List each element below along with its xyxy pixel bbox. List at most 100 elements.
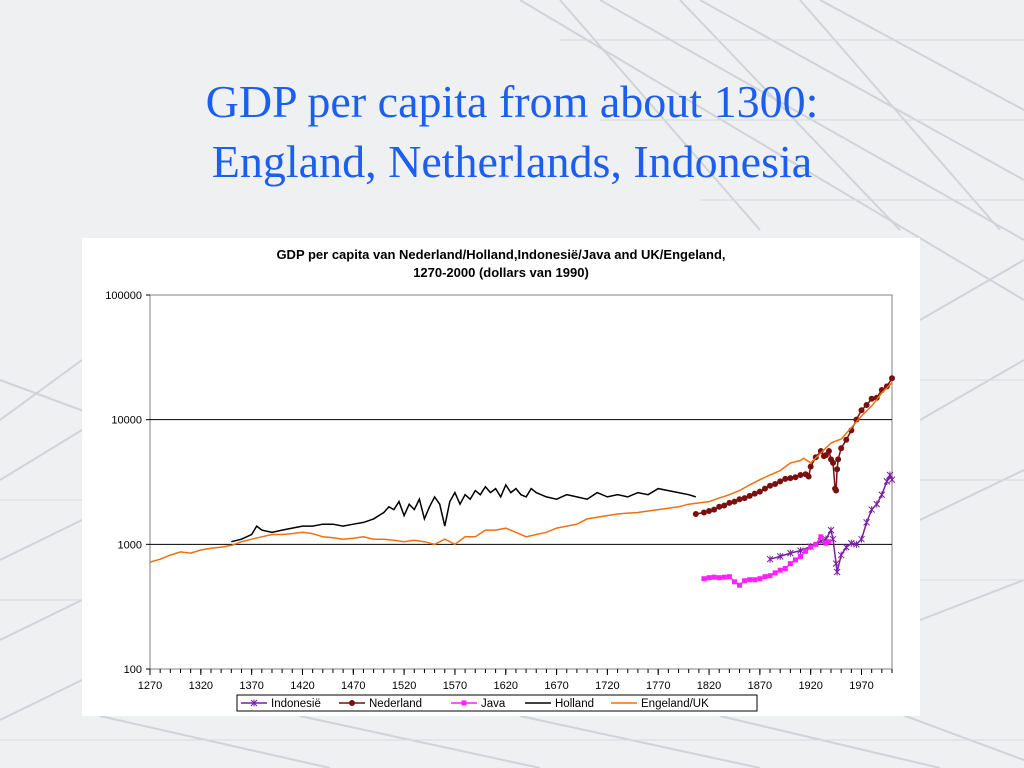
data-point-nederland	[797, 471, 804, 478]
legend-marker-nederland	[349, 700, 355, 706]
data-point-java	[777, 567, 783, 573]
slide-title-line-1: GDP per capita from about 1300:	[205, 76, 819, 127]
data-point-java	[747, 577, 753, 583]
series-holland	[231, 483, 697, 543]
slide-title-line-2: England, Netherlands, Indonesia	[211, 136, 813, 187]
data-point-indonesie	[883, 477, 891, 485]
legend: Indonesië Nederland Java Holland Engeland/UK	[236, 694, 758, 712]
data-point-nederland	[805, 473, 812, 480]
x-tick-label: 1570	[443, 680, 467, 692]
data-point-nederland	[772, 480, 779, 487]
chart-panel: GDP per capita van Nederland/Holland,Ind…	[82, 238, 920, 716]
data-point-nederland	[751, 490, 758, 497]
y-tick-label: 100000	[105, 290, 142, 302]
data-point-java	[716, 575, 722, 581]
data-point-java	[792, 557, 798, 563]
legend-box	[236, 694, 758, 712]
legend-label-java: Java	[481, 698, 506, 710]
data-point-java	[818, 534, 824, 540]
data-point-indonesie	[837, 551, 845, 559]
data-point-nederland	[787, 475, 794, 482]
x-tick-label: 1720	[595, 680, 619, 692]
data-point-nederland	[830, 459, 837, 466]
gdp-line-chart: 100 1000 10000 100000 1270 1320 1370 1420 1470 15…	[105, 290, 896, 712]
data-point-indonesie	[842, 543, 850, 551]
data-point-indonesie	[847, 539, 855, 547]
data-point-nederland	[868, 395, 875, 402]
data-point-nederland	[716, 503, 723, 510]
y-tick-label: 100	[124, 664, 142, 676]
data-point-java	[787, 561, 793, 567]
data-point-nederland	[807, 463, 814, 470]
data-point-indonesie	[797, 547, 804, 555]
legend-item-holland: Holland	[525, 698, 594, 710]
x-tick-label: 1620	[494, 680, 518, 692]
data-point-java	[813, 541, 819, 547]
data-point-indonesie	[827, 526, 835, 534]
data-point-nederland	[736, 496, 743, 503]
data-point-indonesie	[853, 540, 860, 548]
data-point-java	[808, 544, 814, 550]
data-point-nederland	[838, 445, 845, 452]
data-point-java	[726, 574, 732, 580]
legend-label-nederland: Nederland	[369, 698, 422, 710]
data-point-indonesie	[873, 500, 881, 508]
series-indonesie	[766, 471, 896, 576]
legend-marker-java	[461, 700, 467, 706]
data-point-java	[803, 548, 809, 554]
legend-item-java: Java	[451, 698, 506, 710]
legend-label-engeland-uk: Engeland/UK	[641, 698, 709, 710]
data-point-java	[721, 574, 727, 580]
x-tick-label: 1920	[798, 680, 822, 692]
legend-item-indonesie: Indonesië	[241, 698, 321, 710]
data-point-java	[798, 553, 804, 559]
data-point-java	[742, 578, 748, 584]
data-point-nederland	[792, 474, 799, 481]
data-point-nederland	[726, 499, 733, 506]
data-point-nederland	[817, 448, 824, 455]
series-java	[701, 534, 832, 588]
legend-item-nederland: Nederland	[339, 698, 422, 710]
data-point-java	[782, 565, 788, 571]
data-point-nederland	[756, 488, 763, 495]
y-tick-label: 1000	[118, 539, 142, 551]
data-point-indonesie	[888, 476, 896, 484]
data-point-nederland	[741, 495, 748, 502]
data-point-indonesie	[878, 491, 886, 499]
x-tick-label: 1270	[138, 680, 162, 692]
data-point-nederland	[721, 502, 728, 509]
data-point-nederland	[746, 492, 753, 499]
data-point-java	[752, 577, 758, 583]
x-tick-label: 1820	[697, 680, 721, 692]
data-point-java	[701, 576, 707, 582]
data-point-java	[823, 540, 829, 546]
data-point-java	[731, 579, 737, 585]
data-point-nederland	[782, 475, 789, 482]
plot-area	[149, 294, 893, 670]
data-point-nederland	[700, 509, 707, 516]
data-point-java	[762, 574, 768, 580]
legend-label-indonesie: Indonesië	[271, 698, 321, 710]
data-point-nederland	[858, 407, 865, 414]
x-tick-label: 1670	[544, 680, 568, 692]
legend-item-engeland-uk: Engeland/UK	[611, 698, 709, 710]
series-line-engeland-uk	[149, 382, 893, 563]
data-point-nederland	[692, 511, 699, 518]
y-tick-label: 10000	[111, 415, 142, 427]
x-tick-label: 1870	[748, 680, 772, 692]
chart-title: GDP per capita van Nederland/Holland,Ind…	[82, 246, 920, 282]
data-point-indonesie	[833, 568, 841, 576]
x-tick-label: 1470	[341, 680, 365, 692]
data-point-java	[772, 570, 778, 576]
x-tick-label: 1320	[189, 680, 213, 692]
data-point-nederland	[761, 485, 768, 492]
data-point-nederland	[843, 436, 850, 443]
data-point-java	[757, 576, 763, 582]
data-point-nederland	[777, 478, 784, 485]
data-point-nederland	[863, 402, 870, 409]
x-tick-label: 1520	[392, 680, 416, 692]
data-point-nederland	[731, 498, 738, 505]
legend-marker-indonesie	[250, 699, 258, 707]
data-point-java	[737, 582, 743, 588]
data-point-nederland	[825, 448, 832, 455]
